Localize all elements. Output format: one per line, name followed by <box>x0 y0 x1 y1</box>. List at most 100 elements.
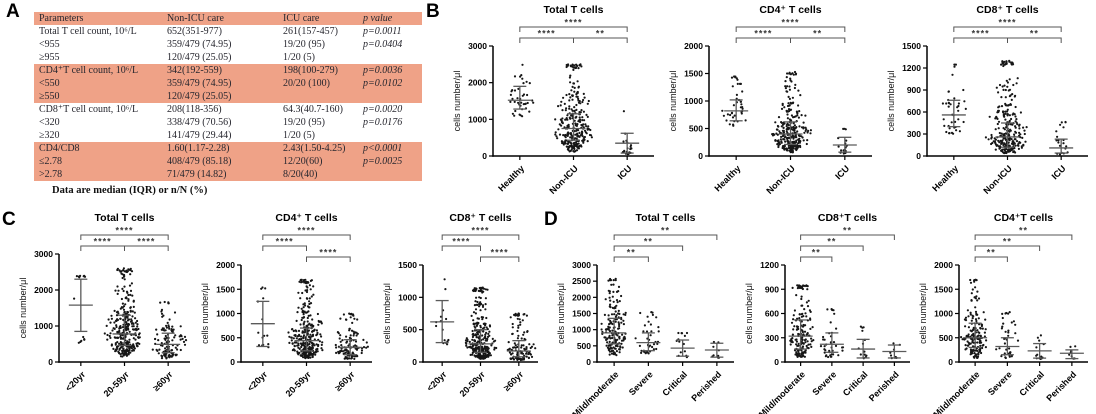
data-point <box>1002 64 1005 68</box>
data-point <box>786 122 789 125</box>
x-category-label: ICU <box>1050 163 1068 181</box>
data-point <box>523 347 526 350</box>
x-category-label: Healthy <box>713 163 743 193</box>
data-point <box>306 343 310 346</box>
data-point <box>975 319 978 323</box>
table-header-cell: Non-ICU care <box>162 12 278 25</box>
data-point <box>787 95 790 98</box>
data-point <box>124 321 127 324</box>
data-point <box>787 102 790 105</box>
data-point <box>845 139 848 142</box>
data-point <box>964 348 967 351</box>
data-point <box>1019 111 1022 114</box>
data-point <box>799 355 802 358</box>
data-point <box>179 325 182 328</box>
y-tick-label: 1000 <box>398 292 417 302</box>
data-point <box>795 343 798 346</box>
data-point <box>590 136 593 139</box>
significance-label: **** <box>491 248 509 258</box>
data-point <box>516 358 519 361</box>
data-point <box>131 294 134 297</box>
data-point <box>315 334 318 337</box>
data-point <box>809 327 812 330</box>
data-point <box>1011 147 1014 151</box>
data-point <box>741 106 744 109</box>
significance: **** <box>735 29 791 43</box>
data-point <box>780 135 783 138</box>
data-point <box>129 320 133 323</box>
data-point <box>824 349 827 352</box>
data-point <box>164 334 167 338</box>
table-cell: <550 <box>34 77 162 90</box>
y-tick-label: 600 <box>765 309 779 319</box>
data-point <box>810 345 813 348</box>
data-point <box>83 275 86 278</box>
data-point <box>577 97 580 100</box>
data-point <box>712 340 715 344</box>
data-point <box>1007 334 1010 337</box>
data-point <box>572 142 575 145</box>
data-point <box>1036 336 1039 339</box>
data-point <box>161 315 164 318</box>
data-point <box>1008 119 1011 122</box>
data-point <box>947 90 950 93</box>
significance: ** <box>1007 29 1062 43</box>
data-point <box>794 73 797 76</box>
data-point <box>783 138 786 141</box>
data-point <box>620 321 623 324</box>
data-point <box>129 309 132 312</box>
data-point <box>829 354 832 357</box>
y-tick-label: 1500 <box>216 284 235 294</box>
data-point <box>174 334 177 337</box>
data-point <box>1007 331 1010 334</box>
data-point <box>319 320 322 323</box>
data-point <box>534 347 537 350</box>
data-point <box>788 97 791 100</box>
data-point <box>109 321 112 324</box>
data-point <box>352 314 355 317</box>
table-cell: 19/20 (95) <box>283 117 325 128</box>
data-point <box>306 320 309 323</box>
data-point <box>353 317 356 320</box>
data-point <box>969 281 973 284</box>
data-point <box>998 131 1001 135</box>
data-point <box>789 343 792 346</box>
data-point <box>979 339 982 342</box>
data-point <box>792 122 795 125</box>
data-point <box>784 140 787 143</box>
data-point <box>301 291 304 295</box>
data-point <box>805 142 808 146</box>
data-point <box>1010 98 1013 101</box>
data-point <box>582 110 585 113</box>
data-point <box>517 314 520 317</box>
data-point <box>941 102 944 105</box>
data-point <box>262 297 265 300</box>
significance: ** <box>800 237 864 251</box>
data-point <box>154 337 157 341</box>
data-point <box>528 343 531 346</box>
data-point <box>471 333 474 336</box>
data-point <box>170 355 173 358</box>
data-point <box>614 347 617 350</box>
data-point <box>347 350 350 353</box>
data-point <box>354 355 357 358</box>
data-point <box>525 314 528 317</box>
scatter-points <box>995 311 1020 360</box>
data-point <box>482 322 485 325</box>
data-point <box>519 114 522 117</box>
data-point <box>511 332 514 336</box>
data-point <box>82 335 85 339</box>
data-point <box>138 332 141 335</box>
data-point <box>179 338 182 341</box>
data-point <box>132 322 135 325</box>
data-point <box>576 80 579 83</box>
data-point <box>128 341 131 344</box>
data-point <box>976 356 979 359</box>
data-point <box>789 101 792 104</box>
panel-label-c: C <box>2 209 16 230</box>
data-point <box>106 338 109 341</box>
data-point <box>582 123 585 126</box>
data-point <box>133 347 136 350</box>
